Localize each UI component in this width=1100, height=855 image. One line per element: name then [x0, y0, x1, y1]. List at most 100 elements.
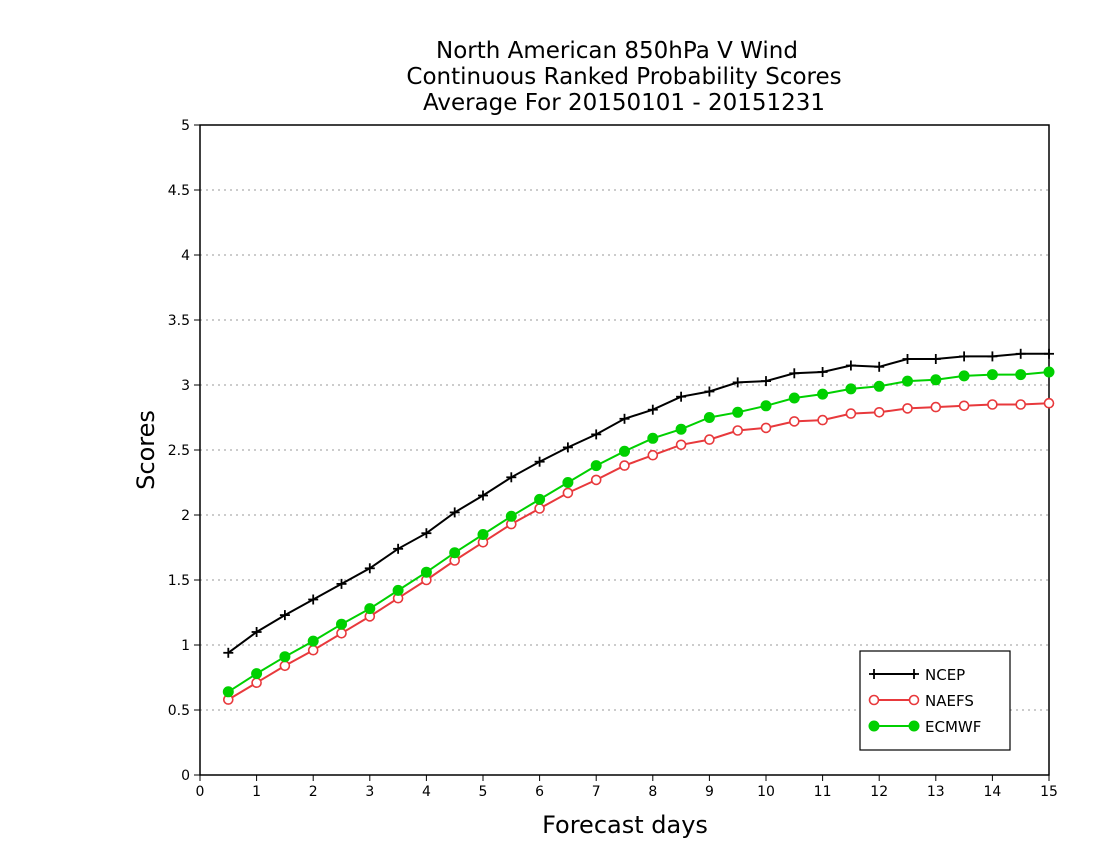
- legend-label: NAEFS: [925, 692, 974, 710]
- y-tick-label: 4.5: [168, 183, 190, 199]
- axes: 00.511.522.533.544.550 1 2 3 4 5 6 7 8 9 10 11 12 13 1…: [168, 118, 1058, 800]
- x-tick-label: 9: [705, 784, 714, 800]
- data-point: [478, 490, 488, 501]
- x-axis-label: Forecast days: [542, 811, 708, 839]
- data-point: [619, 413, 630, 424]
- legend-item-naefs: NAEFS: [868, 692, 974, 710]
- x-tick-label: 2: [309, 784, 318, 800]
- data-point: [506, 472, 517, 483]
- data-point: [279, 660, 291, 672]
- legend-marker-start: [868, 694, 880, 706]
- data-point: [959, 351, 970, 362]
- data-point: [477, 529, 489, 540]
- data-point: [732, 406, 744, 418]
- data-point: [307, 644, 319, 656]
- data-point: [647, 404, 658, 415]
- series-naefs: [223, 397, 1055, 705]
- data-point: [703, 412, 715, 423]
- data-point: [902, 354, 913, 364]
- y-tick-label: 2: [181, 508, 190, 524]
- legend-marker-start: [869, 669, 879, 679]
- data-point: [987, 351, 998, 362]
- y-tick-label: 0: [181, 768, 190, 784]
- legend-marker-end: [908, 720, 920, 732]
- data-point: [222, 686, 234, 698]
- data-point: [874, 361, 885, 372]
- y-tick-label: 1.5: [168, 573, 190, 589]
- data-point: [251, 677, 262, 689]
- data-point: [590, 460, 602, 472]
- data-point: [619, 445, 630, 457]
- data-point: [364, 603, 376, 615]
- data-point: [761, 376, 771, 387]
- data-point: [562, 442, 573, 453]
- x-tick-label: 7: [592, 784, 601, 800]
- x-tick-label: 4: [422, 784, 431, 800]
- y-tick-label: 4: [181, 248, 190, 264]
- data-point: [392, 584, 404, 596]
- data-point: [676, 391, 687, 402]
- x-tick-label: 14: [983, 784, 1001, 800]
- x-tick-label: 0: [196, 784, 205, 800]
- data-point: [817, 414, 828, 426]
- data-point: [1015, 348, 1026, 359]
- title-line-3: Average For 20150101 - 20151231: [423, 90, 825, 116]
- data-point: [619, 460, 630, 471]
- data-point: [986, 369, 998, 381]
- data-point: [336, 627, 347, 639]
- legend-item-ecmwf: ECMWF: [868, 718, 981, 736]
- data-point: [902, 403, 913, 414]
- y-axis-label: Scores: [132, 410, 160, 490]
- x-tick-label: 3: [365, 784, 374, 800]
- data-point: [704, 434, 715, 445]
- title-line-2: Continuous Ranked Probability Scores: [406, 64, 841, 90]
- data-point: [647, 432, 659, 444]
- x-tick-label: 5: [479, 784, 488, 800]
- data-point: [704, 386, 715, 397]
- data-point: [336, 618, 347, 630]
- chart-title: North American 850hPa V Wind Continuous …: [406, 38, 841, 116]
- data-point: [308, 594, 319, 605]
- data-point: [930, 354, 941, 364]
- data-point: [279, 610, 290, 621]
- data-point: [958, 370, 970, 382]
- y-tick-label: 3.5: [168, 313, 190, 329]
- x-tick-label: 12: [870, 784, 888, 800]
- x-tick-label: 6: [535, 784, 544, 800]
- series-line: [227, 371, 1050, 693]
- data-point: [845, 408, 857, 419]
- data-point: [930, 374, 942, 386]
- data-point: [1043, 397, 1055, 409]
- data-point: [251, 627, 262, 637]
- data-point: [534, 456, 545, 467]
- data-point: [590, 474, 602, 486]
- data-point: [845, 383, 857, 395]
- data-point: [873, 380, 885, 392]
- data-point: [307, 635, 319, 647]
- data-point: [788, 416, 800, 427]
- data-point: [958, 400, 970, 412]
- data-point: [675, 423, 687, 435]
- y-tick-label: 0.5: [168, 703, 190, 719]
- data-point: [421, 528, 432, 539]
- data-point: [1043, 366, 1055, 378]
- data-point: [1015, 399, 1027, 410]
- legend-item-ncep: NCEP: [869, 666, 965, 684]
- legend: NCEP NAEFS ECMWF: [859, 650, 1011, 751]
- data-point: [788, 392, 800, 404]
- x-tick-label: 11: [814, 784, 832, 800]
- data-point: [817, 388, 829, 400]
- data-point: [902, 375, 913, 387]
- data-point: [873, 406, 885, 418]
- x-tick-label: 15: [1040, 784, 1058, 800]
- data-point: [675, 439, 687, 451]
- legend-marker-end: [909, 669, 919, 679]
- series-ncep: [223, 348, 1054, 658]
- legend-marker-start: [868, 720, 880, 732]
- series-ecmwf: [222, 366, 1055, 698]
- data-point: [760, 400, 772, 412]
- data-point: [449, 547, 461, 559]
- title-line-1: North American 850hPa V Wind: [436, 38, 798, 64]
